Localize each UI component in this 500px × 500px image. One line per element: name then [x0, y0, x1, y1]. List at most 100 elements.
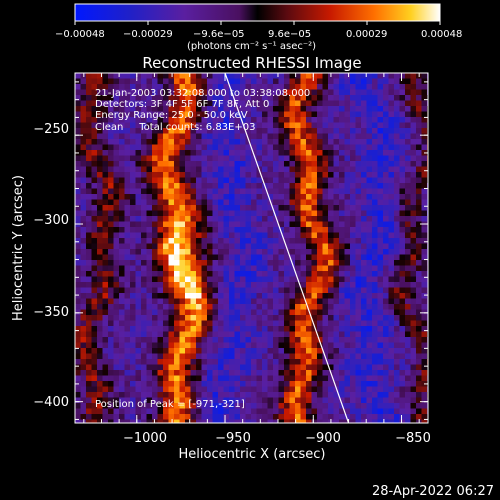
heatmap-cell — [416, 265, 423, 272]
heatmap-cell — [344, 166, 351, 173]
heatmap-cell — [146, 293, 153, 300]
heatmap-cell — [333, 161, 340, 168]
heatmap-cell — [377, 144, 384, 151]
heatmap-cell — [289, 419, 296, 423]
heatmap-cell — [355, 172, 362, 179]
heatmap-cell — [333, 216, 340, 223]
heatmap-cell — [383, 326, 390, 333]
heatmap-cell — [113, 128, 120, 135]
heatmap-cell — [152, 84, 159, 91]
heatmap-cell — [350, 375, 357, 382]
heatmap-cell — [196, 238, 203, 245]
heatmap-cell — [97, 172, 104, 179]
heatmap-cell — [344, 320, 351, 327]
heatmap-cell — [256, 106, 263, 113]
heatmap-cell — [97, 128, 104, 135]
heatmap-cell — [251, 221, 258, 228]
heatmap-cell — [421, 254, 428, 261]
heatmap-cell — [97, 315, 104, 322]
heatmap-cell — [207, 276, 214, 283]
heatmap-cell — [113, 271, 120, 278]
heatmap-cell — [185, 199, 192, 206]
heatmap-cell — [245, 89, 252, 96]
heatmap-cell — [91, 309, 98, 316]
heatmap-cell — [278, 397, 285, 404]
heatmap-cell — [108, 199, 115, 206]
heatmap-cell — [201, 386, 208, 393]
heatmap-cell — [174, 397, 181, 404]
heatmap-cell — [168, 210, 175, 217]
heatmap-cell — [267, 364, 274, 371]
heatmap-cell — [163, 133, 170, 140]
heatmap-cell — [344, 199, 351, 206]
heatmap-cell — [135, 166, 142, 173]
heatmap-cell — [223, 172, 230, 179]
heatmap-cell — [75, 287, 82, 294]
heatmap-cell — [322, 183, 329, 190]
heatmap-cell — [168, 375, 175, 382]
heatmap-cell — [421, 397, 428, 404]
heatmap-cell — [135, 95, 142, 102]
heatmap-cell — [212, 73, 219, 80]
heatmap-cell — [196, 282, 203, 289]
heatmap-cell — [289, 216, 296, 223]
heatmap-cell — [179, 353, 186, 360]
heatmap-cell — [185, 188, 192, 195]
heatmap-cell — [317, 282, 324, 289]
heatmap-cell — [135, 414, 142, 421]
heatmap-cell — [212, 205, 219, 212]
heatmap-cell — [130, 271, 137, 278]
heatmap-cell — [212, 84, 219, 91]
heatmap-cell — [306, 282, 313, 289]
heatmap-cell — [421, 221, 428, 228]
heatmap-cell — [75, 348, 82, 355]
heatmap-cell — [306, 177, 313, 184]
heatmap-cell — [190, 111, 197, 118]
heatmap-cell — [410, 144, 417, 151]
heatmap-cell — [108, 419, 115, 423]
heatmap-cell — [317, 216, 324, 223]
heatmap-cell — [322, 304, 329, 311]
heatmap-cell — [372, 254, 379, 261]
heatmap-cell — [399, 78, 406, 85]
heatmap-cell — [190, 381, 197, 388]
heatmap-cell — [174, 106, 181, 113]
heatmap-cell — [119, 359, 126, 366]
heatmap-cell — [278, 293, 285, 300]
heatmap-cell — [245, 304, 252, 311]
heatmap-cell — [333, 282, 340, 289]
heatmap-cell — [399, 249, 406, 256]
heatmap-cell — [234, 397, 241, 404]
heatmap-cell — [157, 177, 164, 184]
heatmap-cell — [97, 408, 104, 415]
heatmap-cell — [152, 172, 159, 179]
heatmap-cell — [383, 172, 390, 179]
heatmap-cell — [317, 276, 324, 283]
heatmap-cell — [361, 276, 368, 283]
heatmap-cell — [361, 100, 368, 107]
heatmap-cell — [130, 386, 137, 393]
heatmap-cell — [196, 403, 203, 410]
annotation-energy: Energy Range: 25.0 - 50.0 keV — [95, 110, 248, 121]
heatmap-cell — [75, 254, 82, 261]
heatmap-cell — [130, 370, 137, 377]
heatmap-cell — [339, 150, 346, 157]
heatmap-cell — [350, 260, 357, 267]
heatmap-cell — [80, 155, 87, 162]
heatmap-cell — [416, 392, 423, 399]
heatmap-cell — [416, 227, 423, 234]
heatmap-cell — [190, 304, 197, 311]
heatmap-cell — [146, 210, 153, 217]
heatmap-cell — [256, 177, 263, 184]
heatmap-cell — [75, 122, 82, 129]
heatmap-cell — [223, 337, 230, 344]
heatmap-cell — [229, 260, 236, 267]
heatmap-cell — [394, 298, 401, 305]
heatmap-cell — [273, 315, 280, 322]
heatmap-cell — [146, 194, 153, 201]
heatmap-cell — [256, 188, 263, 195]
heatmap-cell — [201, 293, 208, 300]
heatmap-cell — [377, 117, 384, 124]
heatmap-cell — [284, 177, 291, 184]
heatmap-cell — [410, 392, 417, 399]
